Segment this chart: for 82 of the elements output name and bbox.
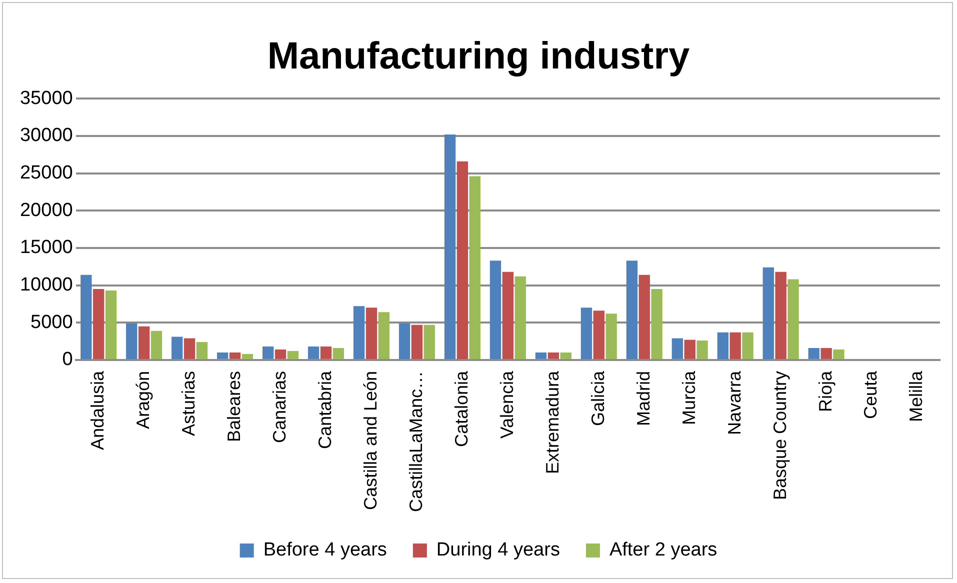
x-tick-label: Baleares <box>224 370 244 442</box>
bar <box>196 342 208 359</box>
bar <box>560 352 572 359</box>
bar <box>80 274 92 359</box>
bar <box>424 324 435 359</box>
chart-title: Manufacturing industry <box>267 35 690 78</box>
bar <box>378 312 390 359</box>
y-tick-label: 5000 <box>30 312 73 333</box>
bar <box>229 352 241 359</box>
bar <box>775 272 786 359</box>
x-tick-label: Canarias <box>269 370 290 443</box>
bar <box>242 354 254 359</box>
bar <box>353 306 365 359</box>
legend-label: After 2 years <box>609 540 718 561</box>
x-tick-label: Extremadura <box>542 370 562 474</box>
bar <box>638 274 650 359</box>
bar <box>332 348 344 359</box>
bar <box>580 308 592 359</box>
bar <box>808 348 820 359</box>
bar <box>150 330 162 359</box>
bar <box>593 310 604 359</box>
x-tick-label: Cantabria <box>314 370 335 449</box>
y-tick-label: 20000 <box>20 200 73 221</box>
bar <box>126 323 138 359</box>
bar <box>92 289 104 359</box>
bar <box>651 289 662 359</box>
legend-label: During 4 years <box>436 540 560 561</box>
y-tick-label: 30000 <box>20 125 73 146</box>
bar <box>717 332 728 359</box>
bar <box>490 260 502 359</box>
x-tick-label: Madrid <box>633 370 654 426</box>
bar <box>456 161 468 359</box>
bar <box>287 350 299 359</box>
bar <box>742 332 754 359</box>
bar <box>606 314 617 359</box>
bar <box>398 323 410 359</box>
bar <box>730 332 741 359</box>
x-tick-label: Navarra <box>724 370 744 435</box>
bar <box>820 348 832 359</box>
bar <box>684 340 696 359</box>
y-tick-label: 0 <box>62 349 73 370</box>
bar <box>833 349 844 359</box>
bar <box>696 340 708 359</box>
y-tick-label: 10000 <box>20 274 73 296</box>
x-tick-label: Valencia <box>496 370 517 439</box>
bar <box>274 349 286 359</box>
bar <box>444 134 456 359</box>
bar <box>105 290 117 359</box>
bar <box>216 352 228 359</box>
x-tick-label: Castilla and León <box>360 370 380 510</box>
bar <box>366 308 378 359</box>
bar <box>762 267 774 359</box>
x-tick-label: Basque Country <box>770 370 790 500</box>
x-tick-label: Rioja <box>815 370 836 412</box>
y-tick-label: 35000 <box>20 88 73 109</box>
bar <box>548 352 559 359</box>
bar <box>626 260 638 359</box>
bar <box>502 272 514 359</box>
x-tick-label: Asturias <box>178 370 199 436</box>
bar <box>138 326 150 359</box>
x-tick-label: Galicia <box>588 370 608 426</box>
legend-label: Before 4 years <box>263 540 387 561</box>
x-tick-label: Aragón <box>133 370 154 429</box>
x-tick-label: Catalonia <box>451 370 472 448</box>
bar <box>411 324 423 359</box>
x-tick-label: Andalusia <box>88 370 108 450</box>
y-tick-label: 25000 <box>20 162 73 184</box>
y-tick-label: 15000 <box>20 237 73 258</box>
x-tick-label: CastillaLaManc… <box>406 370 426 512</box>
bar <box>262 346 274 359</box>
bar <box>172 336 183 359</box>
bar <box>788 279 799 359</box>
bar <box>535 352 547 359</box>
bar <box>672 338 684 359</box>
bar <box>184 338 196 359</box>
bar <box>514 276 526 359</box>
bar <box>469 176 480 359</box>
x-tick-label: Murcia <box>678 370 699 425</box>
x-tick-label: Melilla <box>906 370 926 422</box>
bar <box>320 346 332 359</box>
x-tick-label: Ceuta <box>860 370 881 419</box>
bar <box>308 346 320 359</box>
